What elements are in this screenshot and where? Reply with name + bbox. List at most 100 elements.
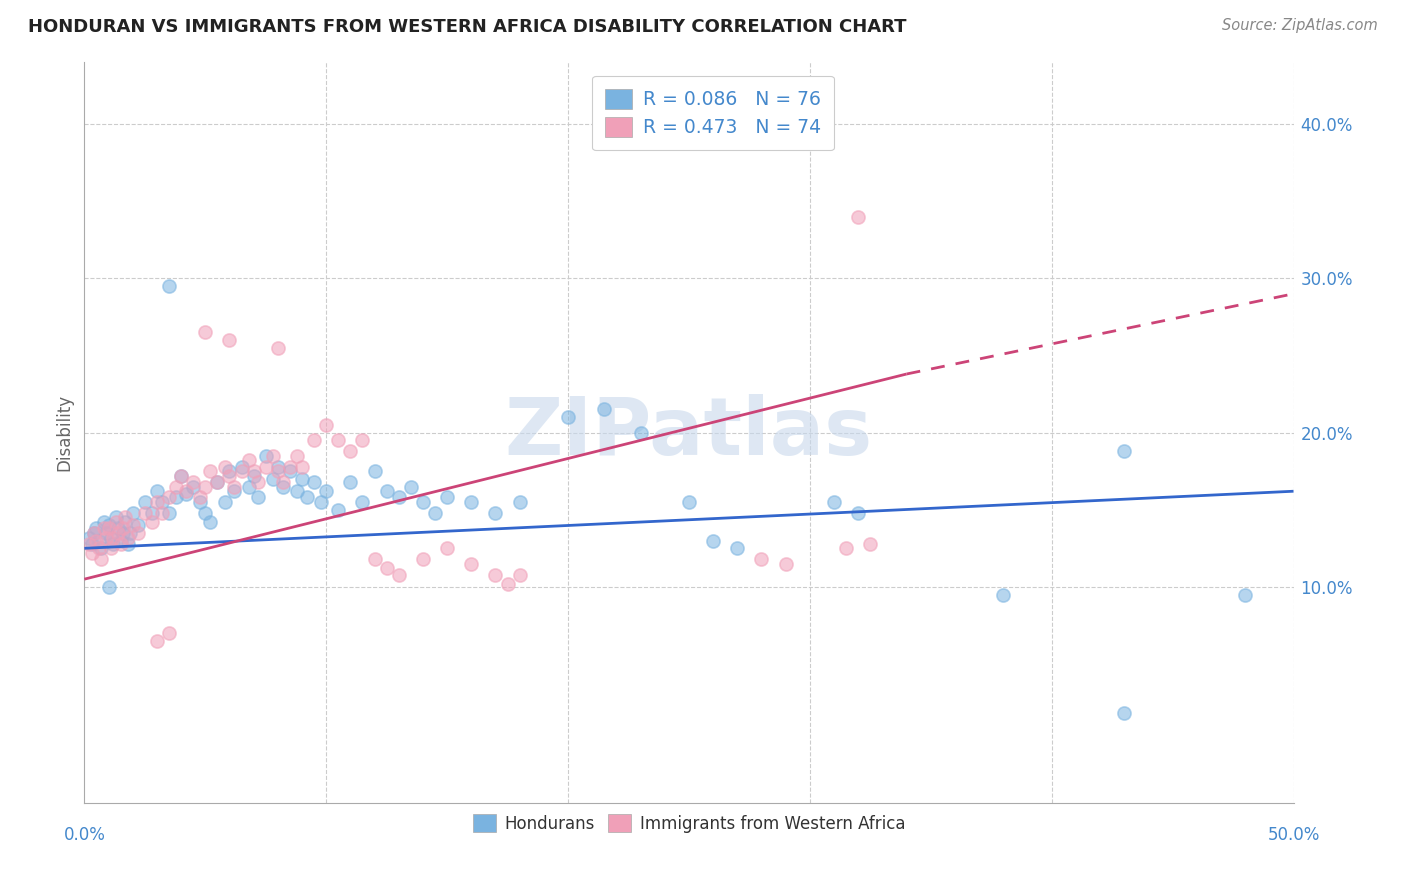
Point bbox=[285, 484, 308, 499]
Point bbox=[1114, 706, 1136, 721]
Point bbox=[170, 468, 193, 483]
Point bbox=[262, 472, 284, 486]
Point bbox=[86, 533, 108, 548]
Point bbox=[117, 536, 139, 550]
Text: 50.0%: 50.0% bbox=[1267, 826, 1320, 844]
Point bbox=[103, 536, 125, 550]
Point bbox=[630, 425, 652, 440]
Point bbox=[1234, 588, 1257, 602]
Point bbox=[146, 633, 169, 648]
Point bbox=[254, 449, 277, 463]
Text: ZIPatlas: ZIPatlas bbox=[505, 393, 873, 472]
Point bbox=[174, 484, 197, 499]
Point bbox=[93, 521, 115, 535]
Point bbox=[146, 495, 169, 509]
Point bbox=[725, 541, 748, 556]
Point bbox=[114, 515, 136, 529]
Point bbox=[702, 533, 724, 548]
Point bbox=[117, 531, 139, 545]
Point bbox=[1114, 444, 1136, 458]
Point bbox=[194, 480, 217, 494]
Point bbox=[231, 459, 253, 474]
Point bbox=[823, 495, 845, 509]
Point bbox=[242, 468, 264, 483]
Point bbox=[97, 521, 120, 535]
Point bbox=[218, 464, 240, 478]
Point bbox=[509, 495, 531, 509]
Point bbox=[114, 510, 136, 524]
Point bbox=[100, 531, 122, 545]
Point bbox=[214, 459, 236, 474]
Point bbox=[97, 518, 120, 533]
Point bbox=[146, 484, 169, 499]
Point bbox=[207, 475, 229, 489]
Point bbox=[141, 506, 163, 520]
Point bbox=[77, 531, 100, 545]
Point bbox=[423, 506, 446, 520]
Point bbox=[375, 561, 398, 575]
Point bbox=[107, 525, 129, 540]
Point bbox=[285, 449, 308, 463]
Point bbox=[352, 495, 374, 509]
Point bbox=[198, 515, 221, 529]
Point bbox=[328, 434, 350, 448]
Point bbox=[460, 495, 482, 509]
Point bbox=[165, 491, 187, 505]
Point bbox=[157, 491, 180, 505]
Point bbox=[224, 480, 246, 494]
Point bbox=[846, 210, 869, 224]
Point bbox=[436, 541, 458, 556]
Point bbox=[859, 536, 882, 550]
Point bbox=[90, 541, 112, 556]
Point bbox=[751, 552, 773, 566]
Point bbox=[150, 495, 173, 509]
Point bbox=[302, 475, 325, 489]
Point bbox=[436, 491, 458, 505]
Point bbox=[267, 464, 290, 478]
Point bbox=[846, 506, 869, 520]
Point bbox=[77, 536, 100, 550]
Point bbox=[174, 487, 197, 501]
Point bbox=[214, 495, 236, 509]
Point bbox=[339, 444, 361, 458]
Point bbox=[363, 464, 385, 478]
Point bbox=[311, 495, 333, 509]
Point bbox=[121, 518, 143, 533]
Y-axis label: Disability: Disability bbox=[55, 394, 73, 471]
Point bbox=[194, 326, 217, 340]
Point bbox=[112, 525, 135, 540]
Point bbox=[509, 567, 531, 582]
Point bbox=[267, 459, 290, 474]
Point bbox=[254, 459, 277, 474]
Point bbox=[302, 434, 325, 448]
Point bbox=[484, 567, 506, 582]
Point bbox=[363, 552, 385, 566]
Point bbox=[267, 341, 290, 355]
Point bbox=[97, 580, 120, 594]
Point bbox=[993, 588, 1015, 602]
Point bbox=[678, 495, 700, 509]
Point bbox=[134, 506, 156, 520]
Point bbox=[83, 525, 105, 540]
Point bbox=[496, 576, 519, 591]
Point bbox=[278, 459, 301, 474]
Point bbox=[181, 480, 204, 494]
Point bbox=[247, 475, 270, 489]
Point bbox=[315, 484, 337, 499]
Point bbox=[218, 468, 240, 483]
Point bbox=[170, 468, 193, 483]
Point bbox=[80, 546, 103, 560]
Point bbox=[291, 472, 314, 486]
Point bbox=[110, 536, 132, 550]
Point bbox=[165, 480, 187, 494]
Text: 0.0%: 0.0% bbox=[63, 826, 105, 844]
Point bbox=[328, 502, 350, 516]
Point bbox=[207, 475, 229, 489]
Point bbox=[399, 480, 422, 494]
Point bbox=[157, 506, 180, 520]
Point bbox=[86, 521, 108, 535]
Point bbox=[247, 491, 270, 505]
Point bbox=[110, 533, 132, 548]
Point bbox=[194, 506, 217, 520]
Point bbox=[104, 510, 127, 524]
